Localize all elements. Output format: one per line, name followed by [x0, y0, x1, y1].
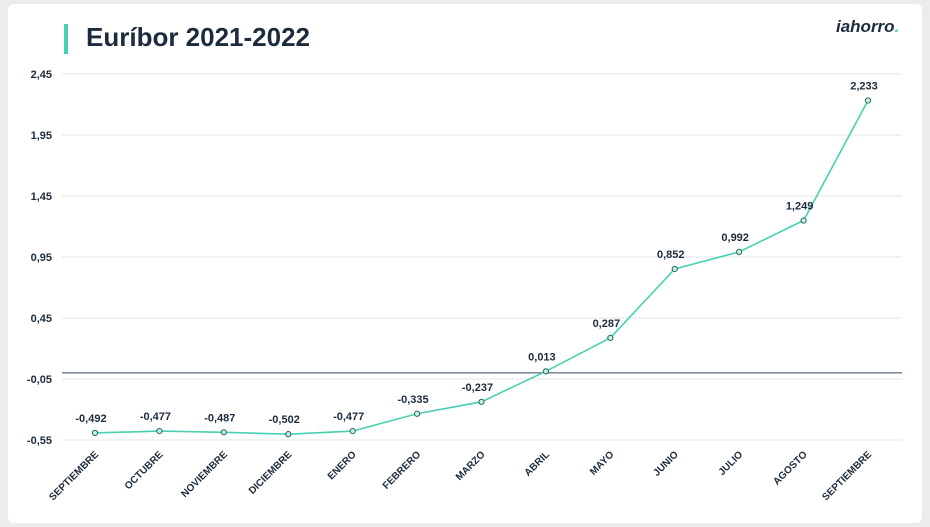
data-label: -0,477 — [140, 411, 171, 423]
data-point — [91, 429, 99, 437]
x-tick-label: OCTUBRE — [123, 449, 166, 492]
data-point — [220, 429, 227, 436]
data-label: -0,477 — [333, 411, 364, 423]
title-accent-bar — [64, 24, 68, 54]
x-tick-label: ENERO — [326, 449, 359, 482]
data-point — [864, 97, 872, 104]
x-tick-label: DICIEMBRE — [247, 449, 295, 497]
data-label: 2,233 — [850, 80, 878, 92]
y-tick-label: 1,45 — [31, 191, 52, 203]
x-tick-label: JULIO — [717, 449, 746, 478]
data-point — [542, 368, 550, 375]
y-tick-label: 0,45 — [31, 313, 52, 325]
data-label: 0,013 — [528, 351, 556, 363]
data-label: -0,492 — [75, 413, 106, 425]
data-label: 1,249 — [786, 201, 814, 213]
x-tick-label: JUNIO — [651, 449, 681, 479]
x-tick-label: SEPTIEMBRE — [820, 449, 874, 503]
chart-title: Euríbor 2021-2022 — [86, 22, 311, 52]
y-tick-label: -0,05 — [27, 374, 52, 386]
data-label: -0,237 — [462, 382, 493, 394]
y-tick-label: 1,95 — [31, 130, 52, 142]
x-tick-label: FEBRERO — [381, 449, 424, 492]
data-point — [478, 398, 485, 405]
brand-name: iahorro — [836, 17, 895, 36]
data-label: 0,992 — [721, 232, 749, 244]
x-tick-label: SEPTIEMBRE — [47, 449, 101, 503]
data-point — [413, 410, 421, 417]
data-point — [800, 217, 807, 224]
brand-logo: iahorro. — [836, 17, 899, 37]
x-tick-label: NOVIEMBRE — [179, 449, 230, 500]
data-label: 0,852 — [657, 249, 685, 261]
data-label: 0,287 — [593, 318, 621, 330]
data-label: -0,487 — [204, 412, 235, 424]
data-point — [156, 427, 163, 435]
x-tick-label: ABRIL — [523, 449, 552, 478]
y-tick-label: 0,95 — [31, 252, 52, 264]
x-tick-label: AGOSTO — [771, 449, 809, 487]
data-point — [736, 248, 743, 255]
x-tick-label: MAYO — [588, 449, 616, 477]
brand-dot: . — [894, 17, 900, 36]
data-point — [671, 265, 678, 273]
data-label: -0,335 — [397, 394, 428, 406]
data-point — [607, 334, 614, 341]
y-tick-label: 2,45 — [31, 69, 52, 81]
x-tick-label: MARZO — [454, 449, 488, 483]
data-label: -0,502 — [269, 414, 300, 426]
y-tick-label: -0,55 — [27, 435, 52, 447]
data-point — [285, 431, 292, 438]
data-point — [349, 427, 356, 435]
chart-card — [8, 4, 922, 523]
